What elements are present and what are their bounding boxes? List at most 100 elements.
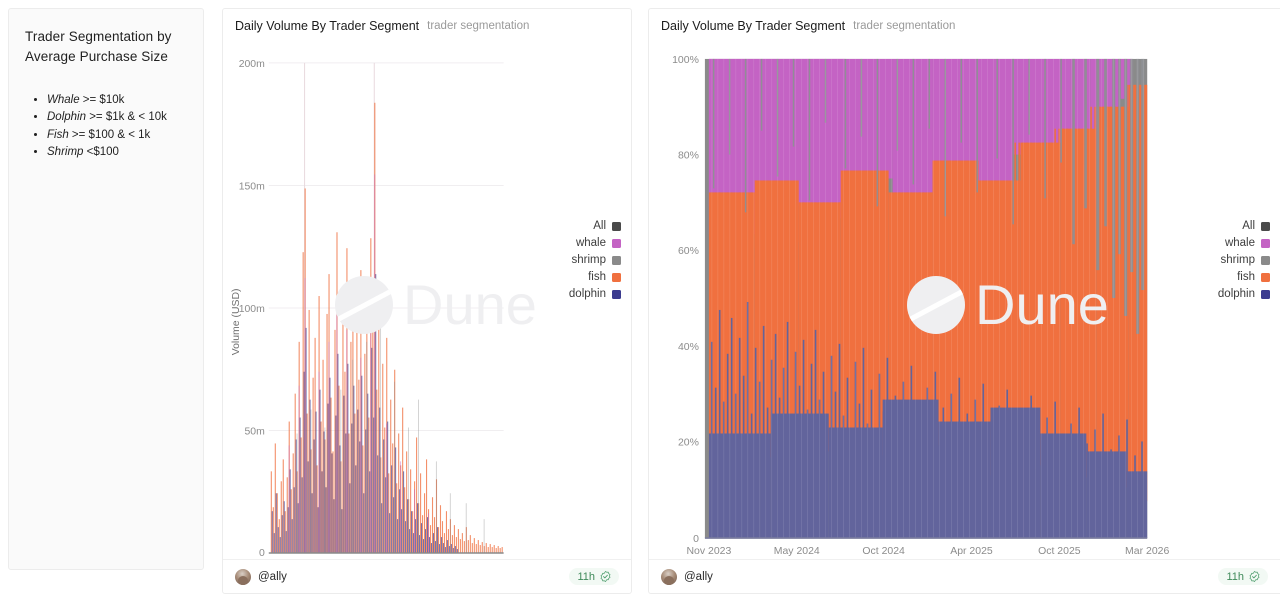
series-whale bbox=[288, 174, 429, 554]
segment-name: Dolphin bbox=[47, 111, 86, 124]
author-block[interactable]: @ally bbox=[235, 568, 287, 585]
legend-swatch-icon bbox=[1261, 255, 1270, 265]
legend-item-all[interactable]: All bbox=[569, 219, 621, 233]
legend-label: All bbox=[1242, 220, 1255, 232]
chart-title: Daily Volume By Trader Segment bbox=[235, 19, 420, 33]
svg-text:100m: 100m bbox=[239, 304, 265, 315]
legend-swatch-icon bbox=[612, 238, 621, 248]
y-axis-ticks: 100% 80% 60% 40% 20% 0 bbox=[672, 55, 699, 545]
series-dolphin bbox=[271, 274, 458, 554]
daily-variation-dolphin bbox=[710, 301, 1146, 539]
svg-text:80%: 80% bbox=[678, 151, 699, 162]
chart-subtitle: trader segmentation bbox=[853, 20, 956, 32]
legend-item-shrimp[interactable]: shrimp bbox=[1218, 253, 1270, 267]
daily-variation-shrimp bbox=[712, 58, 1145, 334]
legend-swatch-icon bbox=[612, 289, 621, 299]
author-handle[interactable]: @ally bbox=[684, 570, 713, 583]
legend-label: fish bbox=[588, 271, 606, 283]
svg-text:Oct 2024: Oct 2024 bbox=[862, 546, 905, 557]
svg-text:60%: 60% bbox=[678, 246, 699, 257]
legend-label: fish bbox=[1237, 271, 1255, 283]
legend-swatch-icon bbox=[1261, 289, 1270, 299]
legend-item-whale[interactable]: whale bbox=[569, 236, 621, 250]
segment-name: Whale bbox=[47, 94, 80, 107]
legend-item-all[interactable]: All bbox=[1218, 219, 1270, 233]
daily-variation-whale bbox=[710, 84, 1147, 306]
status-badge: 11h bbox=[577, 570, 595, 583]
y-axis-ticks: 200m 150m 100m 50m 0 bbox=[239, 59, 265, 557]
legend-label: dolphin bbox=[568, 288, 606, 300]
chart-title: Daily Volume By Trader Segment bbox=[661, 19, 846, 33]
author-block[interactable]: @ally bbox=[661, 568, 713, 585]
avatar bbox=[235, 568, 251, 585]
series-fish bbox=[270, 102, 503, 554]
share-plot-area: 100% 80% 60% 40% 20% 0 bbox=[649, 43, 1280, 557]
chart-legend: All whale shrimp fish dolphin bbox=[569, 219, 621, 301]
legend-item-fish[interactable]: fish bbox=[1218, 270, 1270, 284]
legend-item-fish[interactable]: fish bbox=[569, 270, 621, 284]
chart-card-header: Daily Volume By Trader Segment trader se… bbox=[649, 9, 1280, 43]
legend-item-dolphin[interactable]: dolphin bbox=[569, 287, 621, 301]
legend-swatch-icon bbox=[612, 272, 621, 282]
svg-text:Oct 2025: Oct 2025 bbox=[1038, 546, 1081, 557]
segment-name: Shrimp bbox=[47, 146, 84, 159]
legend-label: shrimp bbox=[571, 254, 606, 266]
svg-text:200m: 200m bbox=[239, 59, 265, 70]
stacked-bars-group bbox=[704, 58, 1148, 539]
trader-segmentation-text-panel: Trader Segmentation by Average Purchase … bbox=[8, 8, 204, 570]
legend-label: dolphin bbox=[1217, 288, 1255, 300]
svg-text:50m: 50m bbox=[244, 426, 264, 437]
chart-card-share: Daily Volume By Trader Segment trader se… bbox=[648, 8, 1280, 594]
legend-item-shrimp[interactable]: shrimp bbox=[569, 253, 621, 267]
list-item: Shrimp <$100 bbox=[47, 144, 187, 160]
svg-text:150m: 150m bbox=[239, 181, 265, 192]
svg-text:100%: 100% bbox=[672, 55, 699, 66]
svg-text:May 2024: May 2024 bbox=[774, 546, 820, 557]
svg-text:Apr 2025: Apr 2025 bbox=[950, 546, 993, 557]
svg-text:Nov 2023: Nov 2023 bbox=[686, 546, 731, 557]
legend-label: whale bbox=[575, 237, 606, 249]
list-item: Dolphin >= $1k & < 10k bbox=[47, 109, 187, 125]
segment-rule: >= $100 & < 1k bbox=[68, 128, 151, 141]
volume-series-group bbox=[270, 102, 503, 554]
verified-check-icon bbox=[600, 571, 611, 582]
x-axis-ticks: Nov 2023 May 2024 Oct 2024 Apr 2025 Oct … bbox=[686, 546, 1169, 557]
author-handle[interactable]: @ally bbox=[258, 570, 287, 583]
chart-card-footer: @ally 11h bbox=[223, 559, 631, 593]
legend-label: shrimp bbox=[1220, 254, 1255, 266]
freshness-badge[interactable]: 11h bbox=[1218, 568, 1268, 585]
freshness-badge[interactable]: 11h bbox=[569, 568, 619, 585]
legend-swatch-icon bbox=[612, 255, 621, 265]
legend-swatch-icon bbox=[1261, 221, 1270, 231]
svg-text:0: 0 bbox=[693, 534, 699, 545]
segment-rule: >= $1k & < 10k bbox=[86, 111, 167, 124]
list-item: Whale >= $10k bbox=[47, 92, 187, 108]
legend-item-whale[interactable]: whale bbox=[1218, 236, 1270, 250]
series-shrimp bbox=[296, 301, 485, 554]
page-title: Trader Segmentation by Average Purchase … bbox=[25, 29, 172, 64]
chart-card-header: Daily Volume By Trader Segment trader se… bbox=[223, 9, 631, 43]
legend-swatch-icon bbox=[612, 221, 621, 231]
legend-label: whale bbox=[1224, 237, 1255, 249]
chart-subtitle: trader segmentation bbox=[427, 20, 530, 32]
y-axis-title: Volume (USD) bbox=[231, 289, 242, 356]
svg-text:0: 0 bbox=[259, 548, 265, 557]
legend-item-dolphin[interactable]: dolphin bbox=[1218, 287, 1270, 301]
legend-label: All bbox=[593, 220, 606, 232]
bar-separators bbox=[711, 58, 1144, 539]
volume-chart-svg[interactable]: 200m 150m 100m 50m 0 Volume (USD) bbox=[223, 43, 631, 557]
segment-definition-list: Whale >= $10k Dolphin >= $1k & < 10k Fis… bbox=[25, 92, 187, 160]
share-chart-svg[interactable]: 100% 80% 60% 40% 20% 0 bbox=[649, 43, 1280, 557]
segment-rule: <$100 bbox=[83, 146, 119, 159]
chart-card-footer: @ally 11h bbox=[649, 559, 1280, 593]
avatar bbox=[661, 568, 677, 585]
chart-card-volume: Daily Volume By Trader Segment trader se… bbox=[222, 8, 632, 594]
verified-check-icon bbox=[1249, 571, 1260, 582]
chart-legend: All whale shrimp fish dolphin bbox=[1218, 219, 1270, 301]
volume-plot-area: 200m 150m 100m 50m 0 Volume (USD) bbox=[223, 43, 631, 557]
legend-swatch-icon bbox=[1261, 272, 1270, 282]
svg-text:40%: 40% bbox=[678, 342, 699, 353]
legend-swatch-icon bbox=[1261, 238, 1270, 248]
svg-text:Mar 2026: Mar 2026 bbox=[1125, 546, 1169, 557]
